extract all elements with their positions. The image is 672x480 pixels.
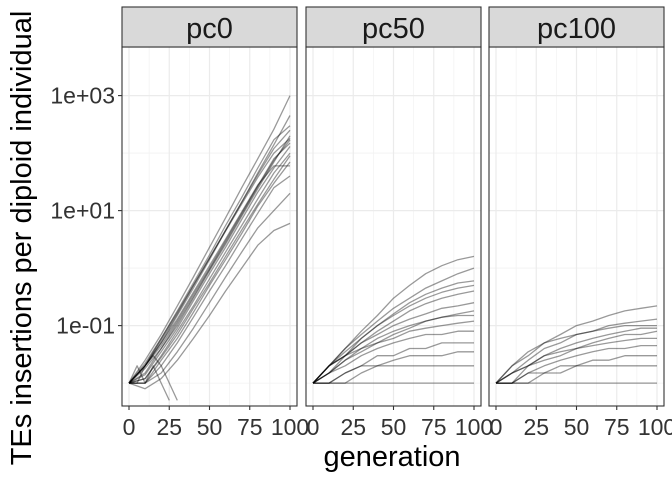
facet-panel-pc100: pc100 [488,6,665,407]
series-line-1 [495,318,658,384]
series-line-16 [128,365,170,401]
x-tick-label: 100 [638,414,672,440]
series-line-6 [128,165,290,384]
x-tick-label: 25 [340,414,366,440]
series-line-14 [128,137,291,384]
series-line-9 [128,222,291,390]
strip-background [121,6,298,48]
series-line-11 [128,139,291,384]
x-tick-label: 75 [421,414,447,440]
series-line-3 [128,135,291,384]
strip-label: pc100 [537,13,616,45]
series-line-10 [128,129,291,384]
series-line-12 [312,284,475,384]
series-line-5 [496,355,657,384]
series-line-4 [128,142,291,384]
x-tick-label: 50 [381,414,407,440]
y-tick-label: 1e+03 [50,83,115,109]
strip-label: pc50 [362,13,425,45]
series-line-17 [129,355,178,401]
strip-background [305,6,482,48]
strip-label: pc0 [186,13,233,45]
series-line-0 [312,255,475,384]
series-lines [128,95,291,401]
x-tick-label: 100 [455,414,493,440]
x-tick-label: 0 [123,414,136,440]
series-line-7 [129,175,291,384]
x-axis-title: generation [323,441,460,473]
series-line-9 [495,330,658,384]
panel-grid [122,47,297,406]
x-tick-label: 75 [604,414,630,440]
x-tick-label: 100 [271,414,309,440]
series-line-10 [313,365,474,384]
series-line-5 [312,310,475,384]
series-line-13 [129,161,291,384]
y-axis-title: TEs insertions per diploid individual [6,11,38,466]
series-line-2 [495,327,657,384]
series-lines [495,305,658,384]
series-line-3 [312,290,475,384]
series-line-7 [312,330,474,384]
x-tick-label: 25 [156,414,182,440]
series-lines [312,255,475,384]
facet-panel-pc0: pc0 [121,6,298,407]
y-tick-label: 1e-01 [56,313,115,339]
x-tick-label: 50 [197,414,223,440]
series-line-12 [128,146,291,384]
series-line-6 [496,365,657,384]
strip-background [488,6,665,48]
y-tick-label: 1e+01 [50,198,115,224]
facet-panels: pc0 pc50 pc100 [121,6,665,407]
panel-grid [306,47,481,406]
x-tick-label: 25 [523,414,549,440]
series-line-2 [312,280,475,384]
series-line-4 [496,344,657,384]
series-line-15 [128,155,291,384]
panel-grid [489,47,664,406]
series-line-3 [496,337,657,384]
series-line-2 [128,125,291,384]
series-line-1 [312,267,475,384]
y-axis-ticks: 1e+03 1e+01 1e-01 [50,83,122,339]
series-line-0 [495,305,658,384]
series-line-6 [312,320,475,384]
x-tick-label: 50 [564,414,590,440]
x-tick-label: 75 [237,414,263,440]
series-line-8 [313,342,474,384]
series-line-0 [128,115,291,384]
series-line-8 [129,192,291,384]
series-line-13 [312,314,474,384]
series-line-8 [495,324,657,384]
series-line-1 [128,95,291,384]
x-tick-label: 0 [307,414,320,440]
series-line-5 [128,152,291,384]
series-line-4 [312,302,475,384]
series-line-9 [313,351,474,384]
x-tick-label: 0 [490,414,503,440]
facet-panel-pc50: pc50 [305,6,482,407]
